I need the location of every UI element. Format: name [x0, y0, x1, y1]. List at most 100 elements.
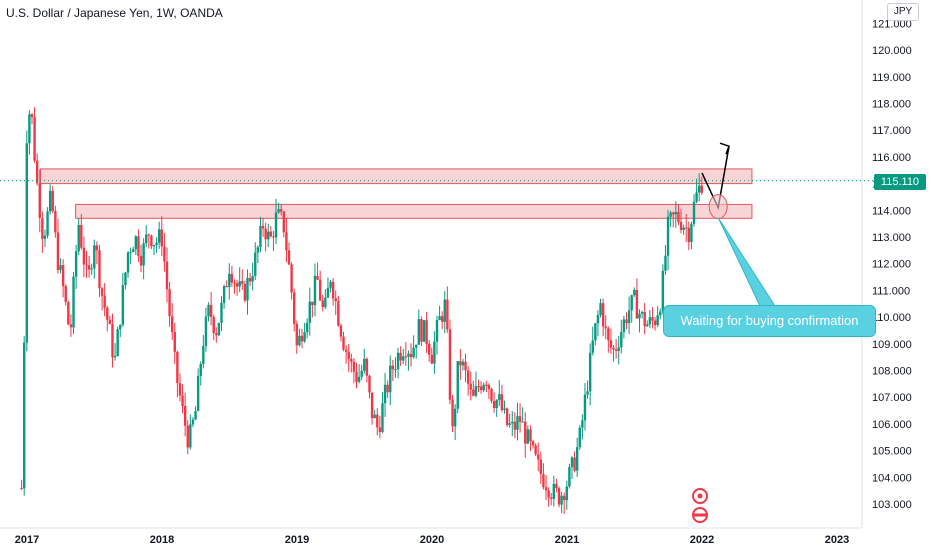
candle-body — [674, 211, 678, 215]
candle-body — [503, 408, 506, 411]
candle-body — [562, 495, 566, 501]
candle-body — [646, 324, 649, 327]
candle-body — [620, 331, 623, 348]
candle-body — [464, 361, 467, 371]
candle-body — [409, 353, 413, 358]
candle-body — [22, 342, 26, 489]
candle-body — [235, 283, 239, 287]
candle-body — [630, 295, 633, 311]
candle-body — [492, 401, 496, 409]
candle-body — [524, 421, 527, 444]
candle-body — [672, 212, 675, 215]
candle-body — [339, 325, 343, 337]
candle-body — [69, 324, 73, 328]
candle-body — [103, 295, 106, 308]
candle-body — [381, 403, 384, 432]
candle-body — [259, 225, 262, 248]
candle-body — [220, 302, 223, 324]
candle-body — [157, 229, 161, 243]
candle-body — [150, 235, 153, 247]
candle-body — [165, 261, 169, 290]
candle-body — [194, 410, 197, 420]
candle-body — [669, 212, 672, 217]
candle-body — [690, 223, 693, 243]
candle-body — [43, 235, 47, 239]
candle-body — [33, 117, 36, 161]
candle-body — [539, 459, 543, 474]
candle-body — [264, 228, 267, 240]
candle-body — [246, 277, 249, 301]
candle-body — [134, 236, 138, 250]
candle-body — [700, 185, 703, 193]
callout-box[interactable]: Waiting for buying confirmation — [663, 305, 876, 337]
candle-body — [74, 251, 78, 277]
x-tick-label: 2019 — [285, 534, 309, 546]
y-tick-label: 107.000 — [872, 392, 912, 404]
candle-body — [54, 210, 57, 233]
candle-body — [466, 370, 470, 384]
candle-body — [357, 376, 361, 382]
candle-body — [287, 250, 291, 265]
candle-body — [269, 231, 273, 237]
candle-body — [425, 320, 428, 344]
candle-body — [178, 383, 182, 396]
candle-body — [575, 447, 579, 471]
candle-body — [570, 457, 574, 468]
candle-body — [604, 326, 607, 329]
candle-body — [82, 247, 86, 265]
candle-body — [601, 303, 605, 327]
candle-body — [404, 356, 408, 358]
candle-body — [578, 427, 581, 448]
candle-body — [251, 276, 254, 282]
x-tick-label: 2020 — [420, 534, 444, 546]
candle-body — [594, 323, 597, 341]
candle-body — [508, 423, 511, 425]
candle-body — [139, 255, 143, 266]
candle-body — [363, 358, 366, 371]
currency-label[interactable]: JPY — [887, 3, 919, 21]
candle-body — [365, 358, 369, 376]
candle-body — [487, 384, 491, 389]
y-tick-label: 103.000 — [872, 499, 912, 511]
candle-body — [651, 317, 654, 321]
candle-body — [342, 336, 345, 350]
candle-body — [313, 275, 317, 306]
candle-body — [191, 419, 195, 425]
y-tick-label: 105.000 — [872, 446, 912, 458]
candle-body — [581, 420, 584, 428]
candle-body — [129, 252, 132, 254]
candle-body — [394, 369, 397, 371]
y-tick-label: 121.000 — [872, 18, 912, 30]
x-tick-label: 2022 — [690, 534, 714, 546]
candle-body — [537, 454, 540, 460]
candle-body — [653, 320, 657, 326]
candle-body — [656, 315, 659, 326]
candle-body — [586, 391, 589, 395]
candle-body — [176, 351, 179, 384]
candle-body — [305, 322, 309, 333]
candle-body — [163, 246, 166, 262]
candle-body — [311, 301, 314, 306]
candle-body — [202, 345, 205, 364]
y-tick-label: 118.000 — [872, 99, 911, 111]
y-tick-label: 106.000 — [872, 419, 912, 431]
candle-body — [181, 395, 184, 407]
candle-body — [113, 355, 117, 358]
candle-body — [93, 245, 96, 269]
candle-body — [243, 283, 247, 301]
candle-body — [469, 383, 472, 390]
candle-body — [95, 245, 99, 251]
y-tick-label: 113.000 — [872, 232, 911, 244]
candle-body — [145, 234, 148, 244]
y-tick-label: 117.000 — [872, 125, 911, 137]
candle-body — [282, 211, 286, 233]
candle-body — [417, 319, 421, 345]
candle-body — [28, 114, 31, 144]
candle-body — [215, 333, 218, 336]
candle-body — [391, 365, 395, 370]
candle-body — [373, 414, 376, 419]
candle-body — [72, 276, 75, 328]
candle-body — [482, 384, 485, 391]
candle-body — [446, 299, 449, 330]
candle-body — [137, 236, 140, 256]
